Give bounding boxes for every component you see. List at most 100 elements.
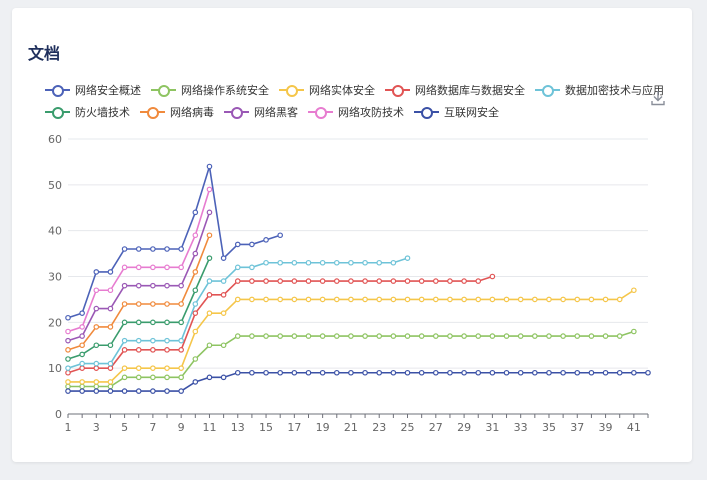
- legend-item[interactable]: 网络操作系统安全: [151, 82, 269, 98]
- data-point: [234, 264, 241, 271]
- legend-marker-icon: [151, 83, 176, 97]
- data-point: [79, 383, 85, 390]
- legend-marker-icon: [535, 83, 560, 97]
- data-point: [178, 347, 184, 353]
- legend-item[interactable]: 网络数据库与数据安全: [385, 82, 525, 98]
- legend-item[interactable]: 数据加密技术与应用: [535, 82, 664, 98]
- legend-marker-icon: [224, 105, 249, 119]
- data-point: [263, 296, 269, 303]
- data-point: [305, 333, 312, 339]
- legend-label: 网络实体安全: [309, 84, 375, 97]
- data-point: [206, 374, 213, 381]
- data-point: [121, 337, 128, 344]
- legend-item[interactable]: 网络实体安全: [279, 82, 375, 98]
- data-point: [291, 296, 298, 303]
- data-point: [192, 301, 199, 307]
- data-point: [135, 337, 142, 344]
- data-point: [192, 379, 199, 385]
- data-point: [121, 282, 128, 289]
- data-point: [305, 296, 312, 303]
- legend-item[interactable]: 防火墙技术: [45, 104, 130, 120]
- series-line: [68, 371, 648, 392]
- data-point: [319, 333, 326, 339]
- legend-marker-icon: [45, 83, 70, 97]
- download-icon[interactable]: [650, 90, 666, 106]
- legend-item[interactable]: 网络攻防技术: [308, 104, 404, 120]
- data-point: [121, 246, 128, 252]
- y-tick-label: 0: [55, 408, 62, 421]
- data-point: [433, 369, 439, 376]
- data-point: [206, 255, 213, 261]
- data-point: [362, 333, 368, 339]
- data-point: [404, 255, 411, 261]
- data-point: [206, 278, 213, 284]
- legend-label: 网络攻防技术: [338, 106, 404, 119]
- legend-item[interactable]: 网络黑客: [224, 104, 298, 120]
- legend-row: 网络安全概述 网络操作系统安全 网络实体安全 网络数据库与数据安全 数据加密技术与应用: [45, 79, 665, 101]
- data-point: [79, 333, 85, 339]
- data-point: [390, 259, 397, 266]
- data-point: [348, 296, 354, 303]
- data-point: [93, 287, 100, 294]
- data-point: [164, 246, 170, 252]
- data-point: [376, 278, 383, 284]
- data-point: [333, 369, 340, 376]
- data-point: [433, 278, 439, 284]
- x-tick-label: 39: [599, 421, 613, 434]
- data-point: [645, 369, 651, 376]
- data-point: [220, 374, 227, 381]
- data-point: [404, 278, 411, 284]
- data-point: [503, 333, 510, 339]
- data-point: [319, 296, 326, 303]
- data-point: [135, 374, 142, 381]
- data-point: [178, 282, 184, 289]
- data-point: [390, 369, 397, 376]
- data-point: [348, 259, 354, 266]
- data-point: [277, 259, 283, 266]
- data-point: [333, 259, 340, 266]
- legend-marker-icon: [414, 105, 439, 119]
- data-point: [164, 374, 170, 381]
- data-point: [418, 296, 425, 303]
- legend-label: 防火墙技术: [75, 106, 130, 119]
- chart-card: 文档: [12, 8, 692, 462]
- data-point: [263, 259, 269, 266]
- data-point: [65, 388, 71, 394]
- x-tick-label: 25: [401, 421, 415, 434]
- legend-label: 网络安全概述: [75, 84, 141, 97]
- x-tick-label: 3: [93, 421, 100, 434]
- data-point: [348, 369, 354, 376]
- data-point: [362, 296, 368, 303]
- data-point: [390, 278, 397, 284]
- data-point: [305, 369, 312, 376]
- data-point: [164, 264, 170, 271]
- data-point: [79, 388, 85, 394]
- data-point: [79, 365, 85, 371]
- x-tick-label: 5: [121, 421, 128, 434]
- legend-item[interactable]: 网络安全概述: [45, 82, 141, 98]
- data-point: [135, 319, 142, 326]
- data-point: [93, 383, 100, 390]
- data-point: [107, 365, 114, 371]
- x-tick-label: 31: [485, 421, 499, 434]
- data-point: [277, 333, 283, 339]
- data-point: [263, 237, 269, 243]
- data-point: [291, 259, 298, 266]
- data-point: [93, 269, 100, 275]
- data-point: [79, 351, 85, 358]
- data-point: [65, 369, 71, 376]
- data-point: [79, 324, 85, 330]
- data-point: [206, 342, 213, 349]
- data-point: [65, 347, 71, 353]
- legend-label: 网络病毒: [170, 106, 214, 119]
- data-point: [135, 246, 142, 252]
- series-line: [67, 189, 211, 333]
- data-point: [107, 383, 114, 390]
- data-point: [249, 278, 255, 284]
- data-point: [192, 269, 199, 275]
- legend-item[interactable]: 网络病毒: [140, 104, 214, 120]
- data-point: [348, 333, 354, 339]
- data-point: [93, 324, 100, 330]
- data-point: [404, 333, 411, 339]
- legend-item[interactable]: 互联网安全: [414, 104, 499, 120]
